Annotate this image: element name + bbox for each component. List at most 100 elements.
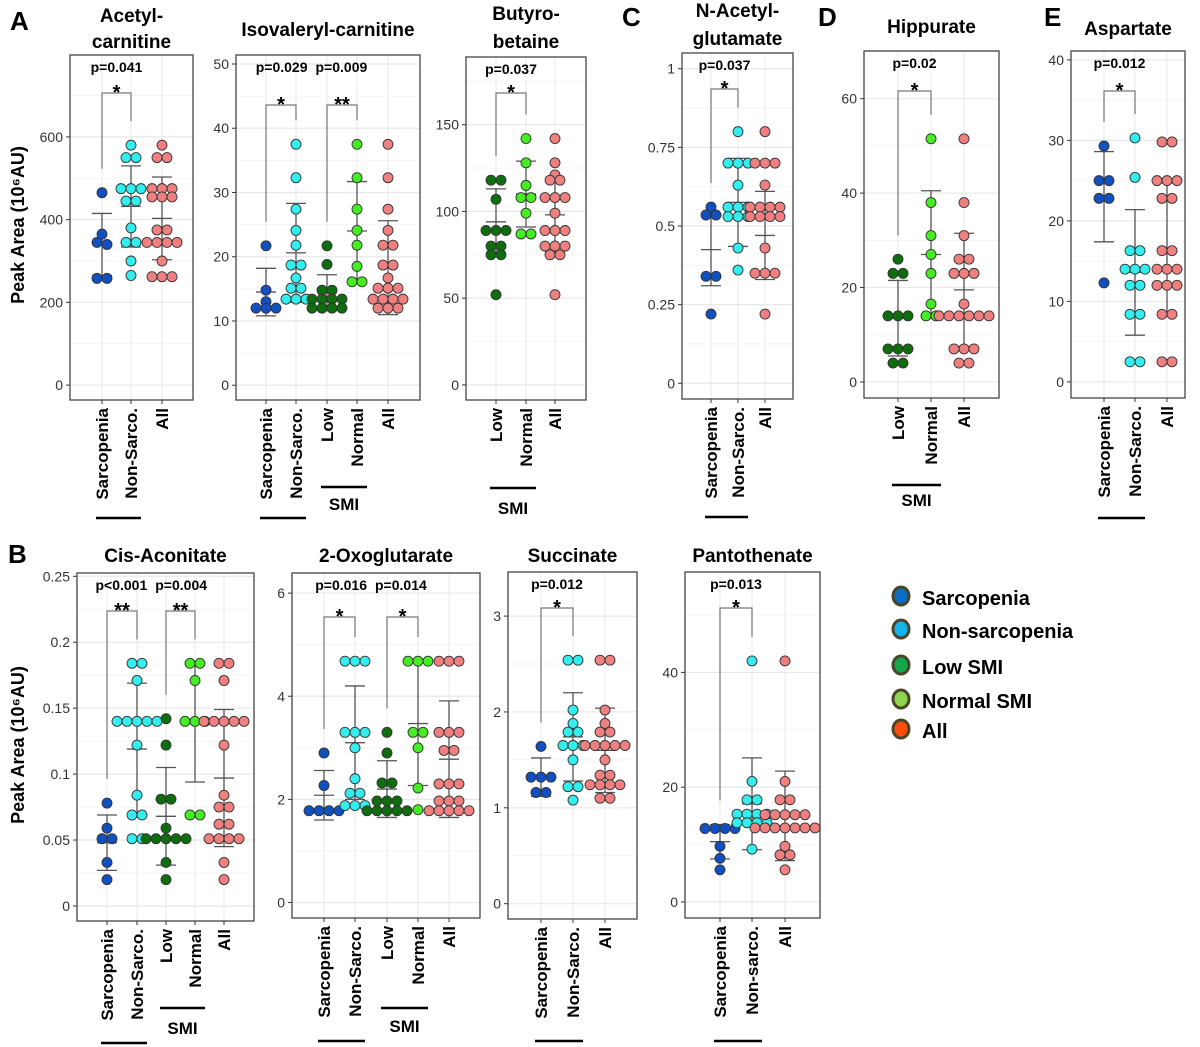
y-tick-label: 1 — [493, 800, 501, 816]
data-point — [382, 138, 394, 150]
data-point — [722, 201, 734, 213]
data-point — [170, 833, 182, 845]
p-value: p=0.029 — [256, 59, 308, 75]
y-tick-label: 30 — [1048, 132, 1064, 148]
panel-6: 0 0.05 0.1 0.15 0.2 0.25 Cis-Aconitate Sarcopen… — [43, 546, 255, 1045]
group-low-smi: Low — [140, 713, 192, 963]
data-point — [599, 754, 611, 766]
p-value: p<0.001 — [95, 577, 147, 593]
data-point — [101, 239, 113, 250]
data-point — [554, 174, 566, 186]
data-point — [968, 343, 980, 355]
y-tick-label: 150 — [436, 117, 460, 133]
data-point — [171, 236, 183, 248]
data-point — [741, 794, 753, 806]
significance-bracket — [719, 607, 753, 801]
data-point — [141, 236, 153, 248]
data-point — [306, 302, 318, 314]
data-point — [382, 302, 394, 314]
data-point — [525, 192, 537, 203]
x-tick-label: Non-Sarco. — [287, 408, 306, 499]
group-non-sarcopenia: Non-Sarco. — [280, 138, 312, 499]
data-point — [1151, 279, 1163, 291]
data-point — [131, 739, 143, 751]
data-point — [732, 157, 744, 169]
data-point — [710, 209, 722, 221]
x-tick-label: Sarcopenia — [257, 407, 276, 499]
data-point — [381, 726, 393, 738]
data-point — [779, 655, 791, 667]
data-point — [594, 769, 606, 781]
group-underline-label: SMI — [167, 1019, 197, 1038]
data-point — [156, 191, 168, 203]
data-point — [1156, 136, 1168, 148]
data-point — [120, 152, 132, 164]
panel-4: 0 20 40 60 Hippurate Low Normal All * p=0.02 SMI — [841, 17, 1000, 510]
data-point — [120, 195, 132, 207]
group-all: All — [198, 657, 250, 951]
data-point — [530, 787, 542, 798]
data-point — [1093, 175, 1105, 187]
x-tick-label: Non-Sarco. — [564, 927, 583, 1018]
p-value: p=0.014 — [375, 577, 427, 593]
data-point — [925, 267, 937, 279]
data-point — [1171, 279, 1183, 291]
data-point — [318, 747, 330, 759]
data-point — [392, 282, 404, 294]
data-point — [160, 857, 172, 868]
data-point — [270, 302, 282, 314]
data-point — [161, 236, 173, 248]
legend-label: All — [922, 721, 948, 743]
significance-bracket — [710, 88, 739, 184]
data-point — [705, 201, 717, 213]
data-point — [1124, 279, 1136, 291]
data-point — [887, 357, 899, 369]
data-point — [223, 801, 235, 813]
x-tick-label: Low — [318, 407, 337, 442]
significance-stars: * — [507, 82, 515, 104]
data-point — [719, 823, 731, 834]
data-point — [194, 809, 206, 821]
data-point — [769, 157, 781, 169]
data-point — [208, 715, 220, 727]
group-sarcopenia: Sarcopenia — [250, 240, 282, 500]
data-point — [156, 255, 168, 267]
data-point — [490, 193, 502, 205]
data-point — [1124, 308, 1136, 320]
data-point — [260, 302, 272, 314]
data-point — [344, 787, 356, 799]
legend-item: Low SMI — [891, 654, 1003, 679]
data-point — [892, 343, 904, 355]
p-value: p=0.037 — [699, 57, 751, 73]
data-point — [382, 282, 394, 294]
legend-swatch — [891, 688, 911, 710]
data-point — [515, 228, 527, 240]
data-point — [141, 715, 153, 727]
data-point — [218, 874, 230, 886]
panel-0: 0 200 400 600 Acetyl-carnitine Sarcopenia Non-… — [40, 6, 194, 520]
data-point — [392, 302, 404, 314]
data-point — [567, 740, 579, 751]
data-point — [1166, 245, 1178, 257]
data-point — [958, 230, 970, 242]
data-point — [604, 779, 616, 791]
data-point — [290, 293, 302, 305]
data-point — [759, 822, 771, 834]
significance-bracket — [495, 92, 527, 157]
data-point — [799, 809, 811, 821]
data-point — [549, 157, 561, 169]
p-value: p=0.009 — [316, 59, 368, 75]
y-axis-label: Peak Area (10⁶AU) — [8, 146, 28, 304]
data-point — [614, 779, 626, 791]
legend-item: Sarcopenia — [891, 585, 1031, 610]
data-point — [151, 152, 163, 164]
data-point — [412, 742, 424, 754]
legend-swatch — [891, 718, 911, 740]
data-point — [367, 293, 379, 305]
significance-stars: * — [277, 94, 285, 116]
data-point — [520, 207, 532, 219]
data-point — [198, 715, 210, 727]
data-point — [520, 179, 532, 191]
data-point — [179, 715, 191, 727]
x-tick-label: All — [596, 927, 615, 949]
